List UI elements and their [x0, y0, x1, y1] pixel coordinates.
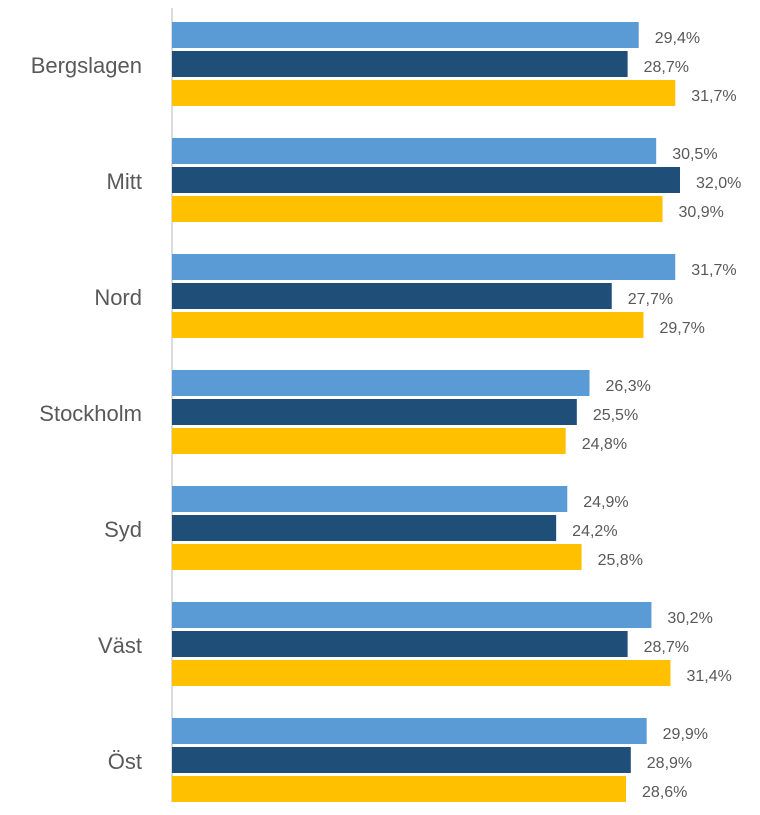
value-label: 32,0%	[696, 175, 741, 192]
bar	[172, 254, 676, 280]
bar	[172, 515, 557, 541]
category-label: Syd	[104, 517, 142, 542]
category-label: Stockholm	[39, 401, 142, 426]
value-label: 29,4%	[655, 30, 700, 47]
value-label: 26,3%	[606, 378, 651, 395]
bar	[172, 196, 663, 222]
bar	[172, 544, 582, 570]
value-label: 28,9%	[647, 755, 692, 772]
value-label: 28,6%	[642, 784, 687, 801]
value-label: 25,5%	[593, 407, 638, 424]
bar	[172, 370, 590, 396]
value-label: 24,8%	[582, 436, 627, 453]
bar	[172, 631, 628, 657]
bar	[172, 399, 577, 425]
bar	[172, 22, 639, 48]
value-label: 28,7%	[644, 59, 689, 76]
value-label: 28,7%	[644, 639, 689, 656]
bar	[172, 776, 627, 802]
value-label: 24,9%	[583, 494, 628, 511]
category-label: Öst	[108, 749, 142, 774]
value-label: 30,9%	[679, 204, 724, 221]
bar	[172, 428, 566, 454]
value-label: 31,4%	[686, 668, 731, 685]
bar	[172, 747, 631, 773]
category-label: Nord	[94, 285, 142, 310]
category-label: Väst	[98, 633, 142, 658]
bar	[172, 138, 657, 164]
value-label: 25,8%	[598, 552, 643, 569]
value-label: 24,2%	[572, 523, 617, 540]
bar	[172, 283, 612, 309]
bar	[172, 660, 671, 686]
bar	[172, 167, 680, 193]
bar	[172, 602, 652, 628]
bar	[172, 718, 647, 744]
value-label: 31,7%	[691, 262, 736, 279]
bar	[172, 51, 628, 77]
category-label: Mitt	[107, 169, 142, 194]
category-label: Bergslagen	[31, 53, 142, 78]
value-label: 31,7%	[691, 88, 736, 105]
bar	[172, 312, 644, 338]
value-label: 27,7%	[628, 291, 673, 308]
bar	[172, 80, 676, 106]
value-label: 29,7%	[659, 320, 704, 337]
value-label: 30,2%	[667, 610, 712, 627]
bar	[172, 486, 568, 512]
value-label: 30,5%	[672, 146, 717, 163]
value-label: 29,9%	[663, 726, 708, 743]
